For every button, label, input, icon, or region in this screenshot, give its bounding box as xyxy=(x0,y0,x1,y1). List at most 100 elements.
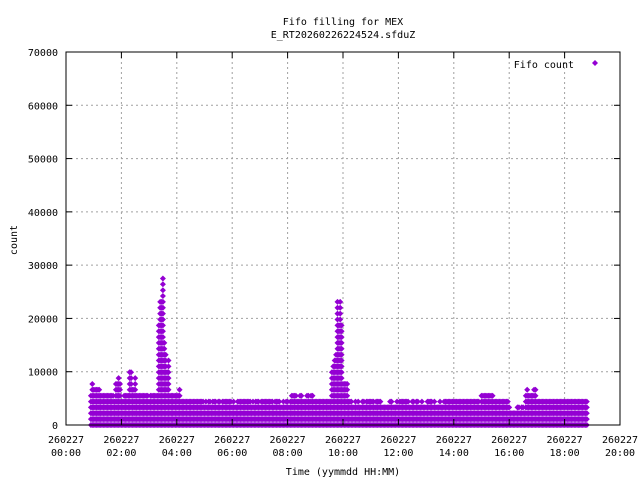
data-point xyxy=(159,316,166,323)
chart-subtitle: E_RT20260226224524.sfduZ xyxy=(271,30,416,41)
data-point xyxy=(276,398,283,405)
x-tick-label-date: 260227 xyxy=(214,435,250,446)
data-point xyxy=(377,398,384,405)
x-tick-label-time: 08:00 xyxy=(273,448,303,459)
data-point xyxy=(337,316,344,323)
data-point xyxy=(117,392,123,399)
data-point xyxy=(338,345,345,352)
x-tick-label-time: 02:00 xyxy=(106,448,136,459)
data-point xyxy=(344,392,351,399)
data-point xyxy=(159,334,166,341)
data-point xyxy=(344,386,351,393)
x-tick-label-date: 260227 xyxy=(436,435,472,446)
data-point xyxy=(348,398,355,405)
plot-frame xyxy=(65,51,621,426)
x-tick-label-date: 260227 xyxy=(491,435,527,446)
x-tick-label-date: 260227 xyxy=(270,435,306,446)
x-tick-label-time: 12:00 xyxy=(383,448,413,459)
x-tick-label-date: 260227 xyxy=(48,435,84,446)
y-tick-label: 20000 xyxy=(28,314,58,325)
y-tick-label: 10000 xyxy=(28,368,58,379)
data-point xyxy=(159,328,166,335)
data-point xyxy=(405,398,412,405)
x-tick-label-time: 16:00 xyxy=(494,448,524,459)
x-tick-label-time: 04:00 xyxy=(162,448,192,459)
data-point xyxy=(338,351,345,358)
data-point xyxy=(159,275,166,282)
data-point xyxy=(162,351,169,358)
data-point xyxy=(165,386,172,393)
x-tick-label-date: 260227 xyxy=(380,435,416,446)
data-point xyxy=(355,398,362,405)
data-point xyxy=(489,392,496,399)
data-point xyxy=(338,363,345,370)
data-point xyxy=(128,369,135,376)
axis-layer: 0 10000 20000 30000 40000 50000 60000 70000 2602… xyxy=(28,48,638,459)
data-point xyxy=(338,328,345,335)
data-point xyxy=(159,322,166,329)
data-point xyxy=(337,310,344,317)
data-point xyxy=(338,369,345,376)
data-point xyxy=(309,392,316,399)
x-tick-label-date: 260227 xyxy=(547,435,583,446)
data-point xyxy=(414,398,421,405)
data-point xyxy=(176,392,183,399)
data-point xyxy=(165,381,172,387)
data-point xyxy=(298,392,305,399)
x-tick-label-time: 14:00 xyxy=(439,448,469,459)
data-point xyxy=(230,398,237,405)
data-point xyxy=(161,339,168,346)
x-tick-label-time: 06:00 xyxy=(217,448,247,459)
data-point xyxy=(159,293,166,299)
data-point xyxy=(338,334,345,341)
x-tick-label-date: 260227 xyxy=(325,435,361,446)
data-point xyxy=(159,310,166,317)
x-tick-label-time: 10:00 xyxy=(328,448,358,459)
data-point xyxy=(159,281,166,288)
data-point xyxy=(524,386,531,393)
y-axis-label: count xyxy=(9,225,20,255)
data-point xyxy=(89,381,96,387)
x-tick-label-time: 00:00 xyxy=(51,448,81,459)
data-point xyxy=(338,357,345,364)
data-point xyxy=(165,375,172,382)
y-tick-label: 50000 xyxy=(28,155,58,166)
data-point xyxy=(583,410,590,417)
data-point xyxy=(388,398,395,405)
data-point xyxy=(176,386,183,393)
legend: Fifo count xyxy=(514,60,598,71)
data-point xyxy=(338,375,345,382)
data-point xyxy=(117,381,123,387)
x-tick-label-time: 18:00 xyxy=(550,448,580,459)
data-point xyxy=(437,398,443,405)
y-tick-label: 40000 xyxy=(28,208,58,219)
data-point xyxy=(132,381,139,387)
y-tick-label: 0 xyxy=(52,421,58,432)
grid-layer xyxy=(66,52,620,425)
data-point xyxy=(532,392,539,399)
y-tick-label: 70000 xyxy=(28,48,58,59)
data-point xyxy=(418,398,425,405)
legend-label: Fifo count xyxy=(514,60,574,71)
data-point xyxy=(431,398,438,405)
legend-marker xyxy=(592,60,598,66)
data-point xyxy=(506,404,513,411)
data-point xyxy=(583,398,590,405)
data-point xyxy=(583,404,590,411)
chart-title: Fifo filling for MEX xyxy=(283,17,403,28)
data-point xyxy=(338,339,345,346)
data-point xyxy=(161,345,168,352)
data-point xyxy=(115,375,122,382)
x-tick-label-time: 20:00 xyxy=(605,448,635,459)
x-axis-label: Time (yymmdd HH:MM) xyxy=(286,467,400,478)
data-point xyxy=(128,381,135,387)
data-point xyxy=(338,322,345,329)
data-point xyxy=(165,369,172,376)
data-point xyxy=(504,398,511,405)
data-point xyxy=(128,375,135,382)
data-point xyxy=(532,386,539,393)
y-tick-label: 60000 xyxy=(28,101,58,112)
data-point xyxy=(96,386,103,393)
